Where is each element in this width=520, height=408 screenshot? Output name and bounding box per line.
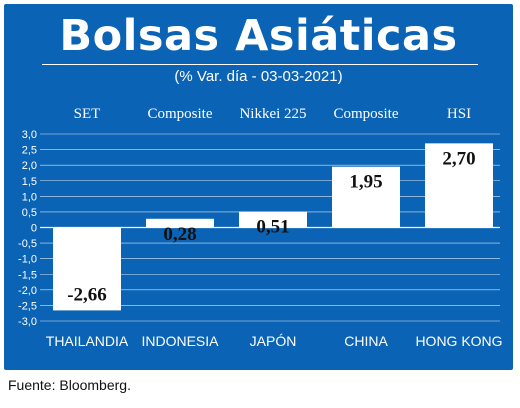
y-tick-label: 2,0 <box>22 160 37 172</box>
bar-value-label: 0,51 <box>256 217 289 238</box>
category-label: JAPÓN <box>250 333 297 349</box>
y-tick-label: 0 <box>31 223 37 235</box>
bar <box>425 143 493 228</box>
y-tick-label: -1,5 <box>18 269 37 281</box>
source-note: Fuente: Bloomberg. <box>8 377 131 393</box>
bar-value-label: 2,70 <box>442 148 475 169</box>
category-label: HONG KONG <box>415 333 502 349</box>
y-tick-label: -1,0 <box>18 254 37 266</box>
index-name-label: SET <box>74 106 101 122</box>
y-tick-label: -2,5 <box>18 300 37 312</box>
bar-value-label: 0,28 <box>163 224 196 245</box>
y-tick-label: -0,5 <box>18 238 37 250</box>
bar <box>146 218 214 228</box>
index-name-label: Composite <box>147 106 212 122</box>
category-label: CHINA <box>344 333 388 349</box>
y-tick-label: -2,0 <box>18 285 37 297</box>
bar <box>239 211 307 228</box>
title-divider <box>42 64 478 65</box>
y-tick-label: 0,5 <box>22 207 37 219</box>
bar <box>332 166 400 228</box>
y-tick-label: 1,0 <box>22 191 37 203</box>
y-tick-label: 2,5 <box>22 145 37 157</box>
y-tick-label: 1,5 <box>22 176 37 188</box>
index-name-label: Nikkei 225 <box>239 106 306 122</box>
index-name-label: HSI <box>447 106 471 122</box>
y-tick-label: -3,0 <box>18 316 37 328</box>
y-tick-label: 3,0 <box>22 129 37 141</box>
category-label: INDONESIA <box>141 333 219 349</box>
chart-subtitle: (% Var. día - 03-03-2021) <box>174 68 343 85</box>
index-name-label: Composite <box>333 106 398 122</box>
bar-value-label: 1,95 <box>349 172 382 193</box>
bar-value-label: -2,66 <box>67 284 107 305</box>
chart-title: Bolsas Asiáticas <box>59 11 458 61</box>
bar <box>53 227 121 311</box>
category-label: THAILANDIA <box>46 333 129 349</box>
